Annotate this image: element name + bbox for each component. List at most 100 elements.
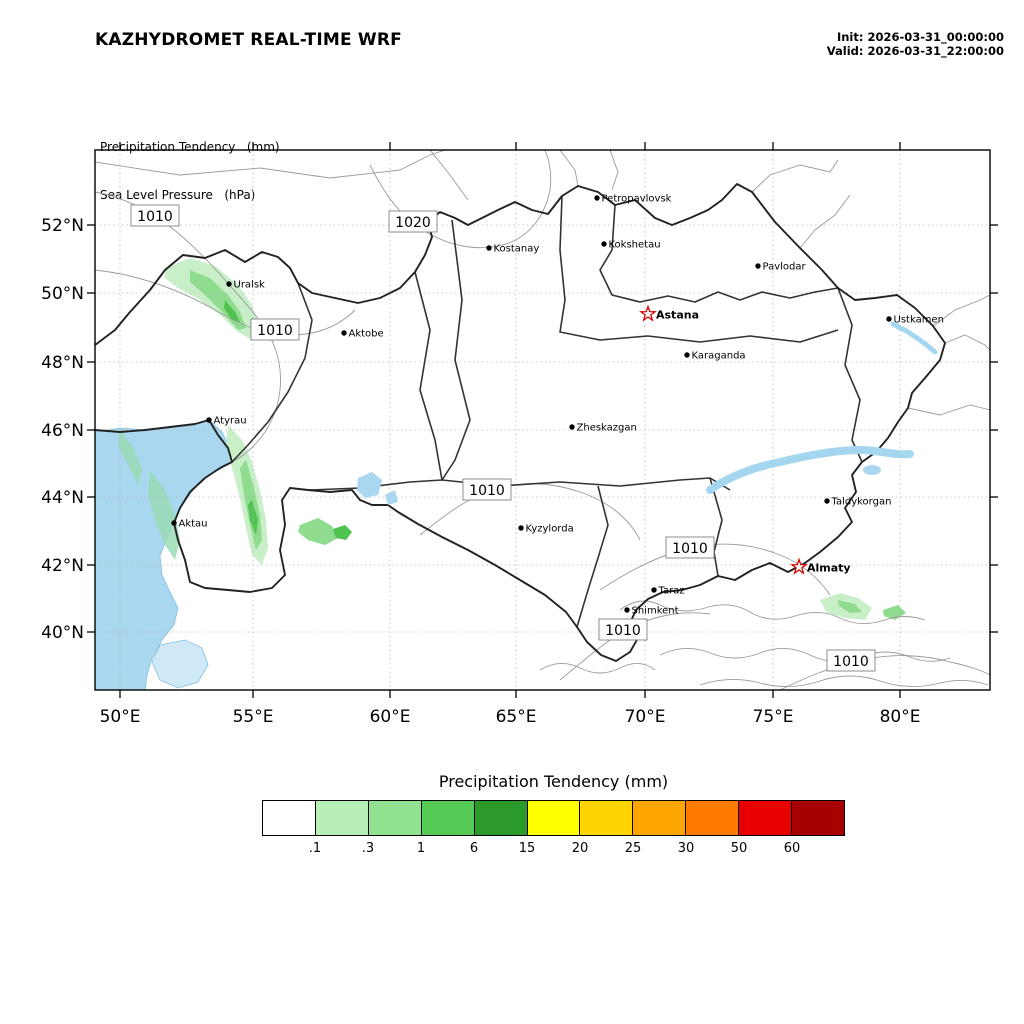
city-kokshetau: Kokshetau bbox=[601, 240, 661, 251]
lake-balkhash bbox=[706, 445, 914, 494]
pressure-label-box bbox=[826, 649, 876, 672]
lon-axis-label: 55°E bbox=[233, 707, 274, 727]
pressure-label: 1010 bbox=[250, 318, 300, 341]
legend-tick-label: 50 bbox=[730, 841, 748, 856]
pressure-value: 1010 bbox=[257, 323, 293, 339]
legend-tick-label: .3 bbox=[361, 841, 375, 856]
pressure-label-box bbox=[598, 618, 648, 641]
pressure-label-box bbox=[665, 536, 715, 559]
city-label: Taraz bbox=[658, 586, 685, 597]
city-label: Astana bbox=[656, 309, 699, 322]
city-kostanay: Kostanay bbox=[486, 244, 539, 255]
weather-map: 1010 1020 1010 1010 1010 1010 1010 Petropavlov… bbox=[41, 142, 998, 727]
city-label: Atyrau bbox=[214, 416, 247, 427]
capital-star-icon bbox=[639, 304, 657, 322]
legend: Precipitation Tendency (mm) .1 .3 1 6 15 20 25… bbox=[262, 772, 845, 861]
lakes bbox=[357, 321, 938, 505]
legend-swatch bbox=[263, 801, 316, 835]
pressure-label: 1010 bbox=[462, 478, 512, 501]
oblast-border bbox=[837, 287, 863, 463]
pressure-label-box bbox=[250, 318, 300, 341]
field-slp-label: Sea Level Pressure (hPa) bbox=[100, 188, 256, 202]
city-label: Uralsk bbox=[234, 280, 266, 291]
oblast-border bbox=[599, 204, 839, 303]
oblast-border bbox=[709, 477, 723, 577]
city-label: Aktau bbox=[179, 519, 208, 530]
pressure-labels: 1010 1020 1010 1010 1010 1010 1010 bbox=[130, 204, 876, 672]
legend-tick-label: 6 bbox=[469, 841, 479, 856]
axis-labels: 52°N 50°N 48°N 46°N 44°N 42°N 40°N 50°E 55°E 60°E… bbox=[41, 216, 920, 727]
water-bodies bbox=[95, 419, 233, 690]
lon-axis-label: 80°E bbox=[880, 707, 921, 727]
legend-swatch bbox=[739, 801, 793, 835]
precip-patch bbox=[298, 518, 338, 545]
precip-patch bbox=[838, 600, 862, 613]
pressure-label-box bbox=[388, 210, 438, 233]
city-dot-icon bbox=[206, 417, 212, 423]
city-uralsk: Uralsk bbox=[226, 280, 265, 291]
legend-colorbar bbox=[262, 800, 845, 836]
thin-border-lines bbox=[95, 150, 990, 687]
pressure-value: 1010 bbox=[672, 541, 708, 557]
lat-axis-label: 46°N bbox=[41, 421, 84, 441]
isobar bbox=[779, 655, 990, 690]
lat-axis-label: 42°N bbox=[41, 556, 84, 576]
city-dot-icon bbox=[755, 263, 761, 269]
terrain-line bbox=[699, 675, 989, 687]
pressure-value: 1010 bbox=[833, 654, 869, 670]
pressure-value: 1010 bbox=[469, 483, 505, 499]
pressure-label-box bbox=[462, 478, 512, 501]
page-title: KAZHYDROMET REAL-TIME WRF bbox=[95, 30, 402, 50]
isobar bbox=[599, 543, 831, 596]
pressure-label: 1020 bbox=[388, 210, 438, 233]
graticule bbox=[95, 150, 990, 690]
init-time: Init: 2026-03-31_00:00:00 bbox=[836, 30, 1004, 44]
run-info: Init: 2026-03-31_00:00:00 Valid: 2026-03… bbox=[827, 30, 1004, 58]
city-dot-icon bbox=[226, 281, 232, 287]
terrain-line bbox=[619, 600, 926, 624]
oblast-border bbox=[414, 271, 443, 481]
kara-bogaz-bay bbox=[151, 639, 209, 689]
legend-tick-label: 15 bbox=[518, 841, 536, 856]
russia-border-line bbox=[95, 150, 446, 179]
border-line bbox=[907, 404, 990, 416]
city-label: Ustkamen bbox=[894, 315, 944, 326]
city-dot-icon bbox=[601, 241, 607, 247]
city-zheskazgan: Zheskazgan bbox=[569, 423, 637, 434]
city-label: Kostanay bbox=[494, 244, 540, 255]
isobar bbox=[95, 269, 356, 336]
legend-swatch bbox=[315, 801, 369, 835]
lon-axis-label: 70°E bbox=[625, 707, 666, 727]
lat-axis-label: 40°N bbox=[41, 623, 84, 643]
border-line bbox=[932, 294, 990, 327]
oblast-border bbox=[231, 282, 313, 463]
russia-border-line bbox=[429, 150, 469, 201]
city-dot-icon bbox=[594, 195, 600, 201]
terrain-line bbox=[659, 648, 951, 662]
city-dot-icon bbox=[341, 330, 347, 336]
pressure-value: 1010 bbox=[137, 209, 173, 225]
map-frame bbox=[94, 149, 991, 691]
legend-tick-label: 1 bbox=[416, 841, 426, 856]
legend-tick-label: 25 bbox=[624, 841, 642, 856]
pressure-value: 1010 bbox=[605, 623, 641, 639]
city-kyzylorda: Kyzylorda bbox=[518, 524, 574, 535]
city-label: Almaty bbox=[807, 562, 851, 575]
city-dot-icon bbox=[569, 424, 575, 430]
city-dot-icon bbox=[171, 520, 177, 526]
city-dot-icon bbox=[886, 316, 892, 322]
lat-axis-label: 48°N bbox=[41, 353, 84, 373]
city-atyrau: Atyrau bbox=[206, 416, 247, 427]
legend-swatch bbox=[580, 801, 634, 835]
legend-tick-row: .1 .3 1 6 15 20 25 30 50 60 bbox=[262, 841, 845, 861]
legend-swatch bbox=[474, 801, 528, 835]
city-almaty: Almaty bbox=[790, 557, 851, 575]
city-label: Petropavlovsk bbox=[602, 194, 672, 205]
city-shimkent: Shimkent bbox=[624, 606, 679, 617]
aral-sea-east bbox=[385, 490, 398, 505]
city-label: Pavlodar bbox=[763, 262, 807, 273]
oblast-border bbox=[441, 219, 471, 481]
city-petropavlovsk: Petropavlovsk bbox=[594, 194, 672, 205]
city-markers: Petropavlovsk Kostanay Kokshetau Pavlodar Ur… bbox=[171, 194, 944, 617]
